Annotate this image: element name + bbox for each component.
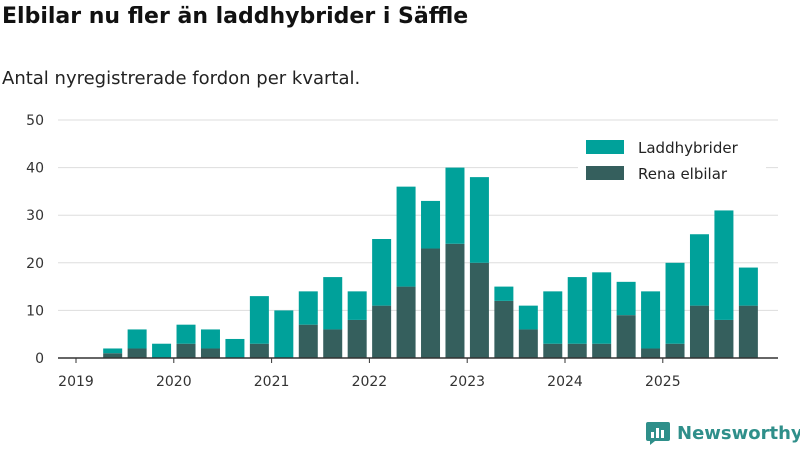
y-tick-label: 50 xyxy=(26,113,44,129)
bar-laddhybrider xyxy=(200,329,220,349)
bar-laddhybrider xyxy=(518,305,538,330)
x-tick-label: 2021 xyxy=(254,374,290,390)
bar-laddhybrider xyxy=(738,267,758,306)
bar-rena-elbilar xyxy=(200,348,220,358)
bar-laddhybrider xyxy=(714,210,734,320)
bar-rena-elbilar xyxy=(347,319,367,358)
newsworthy-icon xyxy=(646,422,670,445)
bar-rena-elbilar xyxy=(421,248,441,358)
bar-rena-elbilar xyxy=(176,343,196,358)
bar-rena-elbilar xyxy=(127,348,147,358)
bar-laddhybrider xyxy=(176,324,196,344)
bar-rena-elbilar xyxy=(592,343,612,358)
bar-rena-elbilar xyxy=(445,243,465,358)
legend-laddhybrider-swatch xyxy=(586,140,624,154)
legend-rena-elbilar-label: Rena elbilar xyxy=(638,165,728,183)
bar-laddhybrider xyxy=(103,348,123,354)
bar-laddhybrider xyxy=(567,277,587,344)
bar-laddhybrider xyxy=(225,338,245,358)
legend-laddhybrider-label: Laddhybrider xyxy=(638,139,739,157)
y-tick-label: 0 xyxy=(35,351,44,367)
bar-rena-elbilar xyxy=(567,343,587,358)
bar-rena-elbilar xyxy=(543,343,563,358)
bar-laddhybrider xyxy=(616,281,636,316)
bar-rena-elbilar xyxy=(249,343,269,358)
bar-rena-elbilar xyxy=(494,300,514,358)
x-tick-label: 2025 xyxy=(645,374,681,390)
bar-rena-elbilar xyxy=(298,324,318,358)
bar-laddhybrider xyxy=(543,291,563,344)
bar-rena-elbilar xyxy=(323,329,343,358)
bar-laddhybrider xyxy=(445,167,465,244)
bar-laddhybrider xyxy=(396,186,416,287)
newsworthy-logo: Newsworthy xyxy=(645,420,800,446)
brand-name: Newsworthy xyxy=(677,422,800,444)
bar-rena-elbilar xyxy=(518,329,538,358)
bar-laddhybrider xyxy=(372,239,392,306)
legend-rena-elbilar-swatch xyxy=(586,166,624,180)
bar-laddhybrider xyxy=(421,200,441,249)
bar-laddhybrider xyxy=(689,234,709,306)
bar-rena-elbilar xyxy=(396,286,416,358)
bar-rena-elbilar xyxy=(469,262,489,358)
bar-rena-elbilar xyxy=(689,305,709,358)
bar-laddhybrider xyxy=(592,272,612,344)
bar-laddhybrider xyxy=(274,310,294,358)
bar-laddhybrider xyxy=(494,286,514,301)
bar-laddhybrider xyxy=(152,343,172,358)
x-tick-label: 2020 xyxy=(156,374,192,390)
y-tick-label: 20 xyxy=(26,256,44,272)
bar-laddhybrider xyxy=(249,296,269,344)
bar-laddhybrider xyxy=(469,177,489,263)
x-tick-label: 2019 xyxy=(58,374,94,390)
chart-subtitle: Antal nyregistrerade fordon per kvartal. xyxy=(2,68,361,89)
chart-title: Elbilar nu fler än laddhybrider i Säffle xyxy=(2,4,469,29)
bar-laddhybrider xyxy=(323,277,343,330)
bar-rena-elbilar xyxy=(372,305,392,358)
bar-rena-elbilar xyxy=(103,353,123,358)
x-tick-label: 2022 xyxy=(352,374,388,390)
x-tick-label: 2024 xyxy=(547,374,583,390)
bar-rena-elbilar xyxy=(616,315,636,358)
bar-rena-elbilar xyxy=(665,343,685,358)
bar-laddhybrider xyxy=(298,291,318,325)
bar-laddhybrider xyxy=(641,291,661,349)
bar-laddhybrider xyxy=(347,291,367,320)
y-tick-label: 30 xyxy=(26,208,44,224)
y-tick-label: 40 xyxy=(26,161,44,177)
bar-laddhybrider xyxy=(127,329,147,349)
x-tick-label: 2023 xyxy=(449,374,485,390)
bar-rena-elbilar xyxy=(714,319,734,358)
bar-laddhybrider xyxy=(665,262,685,344)
bar-rena-elbilar xyxy=(738,305,758,358)
bar-rena-elbilar xyxy=(641,348,661,358)
y-tick-label: 10 xyxy=(26,303,44,319)
